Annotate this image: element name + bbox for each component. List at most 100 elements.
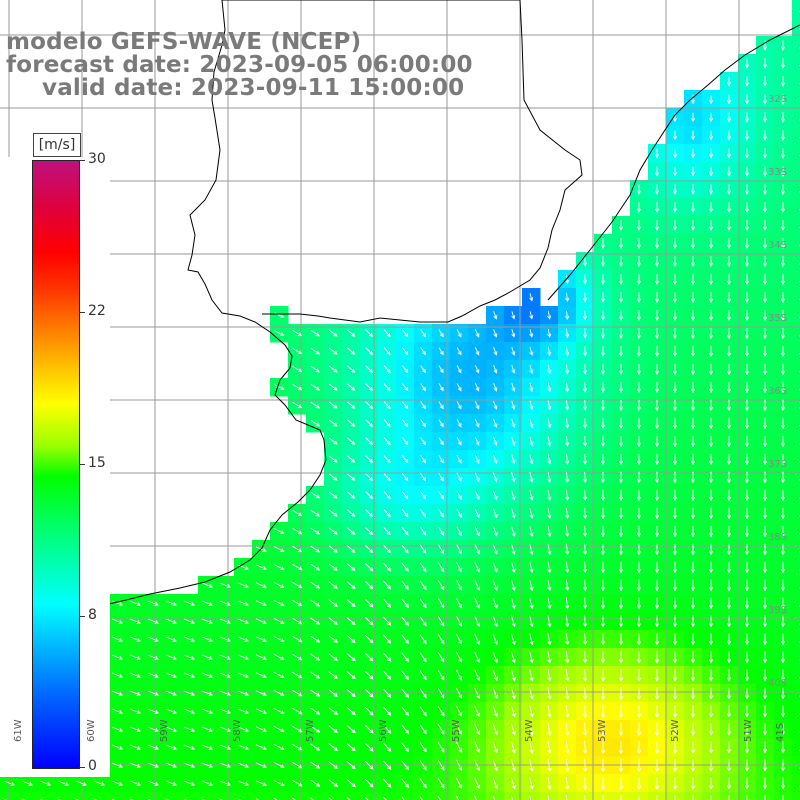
wind-cell (378, 792, 397, 800)
wind-arrow (744, 220, 750, 231)
wind-arrow (762, 741, 768, 754)
wind-arrow (437, 741, 445, 753)
wind-cell (792, 702, 800, 721)
wind-arrow (237, 582, 249, 588)
wind-arrow (672, 669, 678, 682)
wind-arrow (708, 561, 714, 574)
wind-arrow (183, 636, 195, 642)
wind-arrow (347, 527, 356, 535)
wind-arrow (401, 347, 409, 356)
wind-arrow (401, 796, 405, 800)
wind-arrow (547, 579, 552, 592)
wind-arrow (237, 708, 249, 714)
wind-arrow (672, 112, 678, 123)
wind-arrow (583, 453, 588, 465)
wind-arrow (273, 690, 285, 697)
wind-arrow (547, 507, 552, 519)
wind-arrow (438, 562, 445, 573)
wind-arrow (672, 561, 678, 574)
wind-arrow (744, 525, 750, 538)
lat-label: 32S (768, 94, 788, 105)
wind-arrow (474, 651, 480, 663)
wind-arrow (708, 399, 714, 412)
wind-arrow (511, 346, 516, 356)
wind-arrow (780, 291, 786, 304)
wind-cell (306, 792, 325, 800)
wind-arrow (690, 435, 696, 448)
wind-arrow (780, 597, 786, 610)
wind-arrow (292, 689, 303, 697)
wind-arrow (654, 758, 660, 773)
wind-arrow (510, 633, 516, 646)
wind-arrow (690, 220, 696, 231)
wind-arrow (708, 489, 714, 502)
wind-arrow (3, 780, 15, 786)
wind-arrow (654, 777, 660, 790)
wind-cell (792, 252, 800, 271)
wind-arrow (618, 256, 624, 267)
wind-arrow (708, 363, 714, 376)
wind-arrow (419, 724, 427, 735)
wind-arrow (708, 345, 714, 358)
wind-arrow (383, 634, 392, 644)
wind-cell (108, 792, 127, 800)
wind-arrow (708, 669, 714, 682)
wind-arrow (654, 184, 660, 195)
wind-arrow (618, 704, 624, 719)
wind-arrow (565, 436, 570, 447)
wind-arrow (474, 347, 480, 356)
wind-arrow (744, 381, 750, 394)
wind-arrow (726, 202, 732, 213)
wind-cell (414, 792, 433, 800)
wind-arrow (726, 94, 732, 105)
wind-arrow (75, 780, 87, 786)
wind-arrow (780, 309, 786, 322)
wind-arrow (529, 669, 534, 682)
wind-arrow (328, 671, 339, 679)
wind-arrow (654, 597, 660, 610)
wind-arrow (600, 704, 606, 719)
wind-arrow (636, 202, 642, 213)
wind-arrow (328, 347, 338, 355)
wind-arrow (726, 291, 732, 304)
wind-arrow (638, 795, 640, 800)
wind-arrow (726, 777, 732, 790)
wind-arrow (383, 401, 391, 410)
wind-cell (558, 792, 577, 800)
wind-arrow (726, 345, 732, 358)
wind-arrow (547, 418, 552, 429)
wind-cell (792, 720, 800, 739)
wind-arrow (780, 561, 786, 574)
wind-arrow (237, 690, 249, 696)
wind-arrow (762, 399, 768, 412)
wind-arrow (474, 454, 480, 464)
wind-arrow (310, 599, 321, 607)
wind-arrow (762, 453, 768, 466)
wind-arrow (347, 383, 356, 391)
wind-arrow (708, 184, 714, 195)
wind-arrow (438, 455, 444, 464)
wind-arrow (310, 743, 321, 751)
wind-arrow (383, 329, 391, 338)
wind-arrow (237, 780, 249, 786)
wind-arrow (583, 776, 588, 791)
wind-arrow (726, 112, 732, 123)
wind-arrow (636, 651, 642, 664)
wind-arrow (672, 633, 678, 646)
wind-arrow (401, 742, 409, 753)
wind-arrow (744, 327, 750, 340)
wind-arrow (690, 759, 696, 772)
wind-arrow (237, 726, 249, 732)
lon-label: 57W (305, 719, 316, 742)
wind-arrow (600, 436, 606, 447)
wind-arrow (762, 705, 768, 718)
wind-arrow (636, 381, 642, 394)
wind-arrow (708, 256, 714, 267)
wind-arrow (529, 525, 534, 537)
wind-arrow (437, 598, 445, 609)
wind-cell (90, 792, 109, 800)
wind-arrow (219, 582, 231, 588)
wind-arrow (618, 722, 624, 737)
wind-arrow (529, 651, 534, 664)
wind-arrow (636, 328, 642, 339)
